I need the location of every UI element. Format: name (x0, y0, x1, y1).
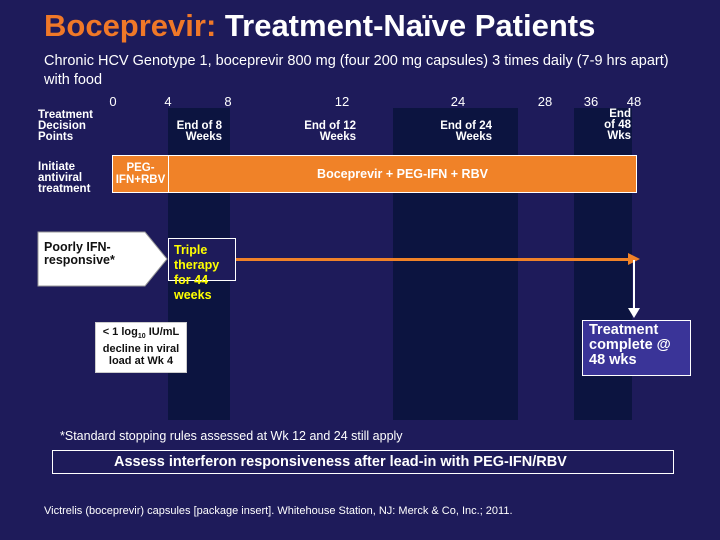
decline-criterion-box: < 1 log10 IU/mL decline in viral load at… (95, 322, 187, 373)
lead-in-bar: PEG-IFN+RBV (112, 155, 169, 193)
treatment-complete-box: Treatment complete @ 48 wks (582, 320, 691, 376)
tick-week-8: 8 (224, 94, 232, 109)
tick-week-36: 36 (583, 94, 599, 109)
poorly-responsive-label: Poorly IFN-responsive* (44, 240, 115, 267)
decline-prefix: < 1 log (102, 326, 138, 338)
decision-week-48: End of 48 Wks (604, 108, 631, 142)
tick-week-0: 0 (109, 94, 117, 109)
poorly-responsive-pentagon (37, 231, 168, 287)
arrow-shaft (236, 258, 630, 261)
page-title: Boceprevir: Treatment-Naïve Patients (44, 8, 595, 44)
tick-week-24: 24 (450, 94, 466, 109)
title-rest: Treatment-Naïve Patients (216, 8, 596, 43)
tick-week-48: 48 (626, 94, 642, 109)
triple-therapy-label: Triple therapy for 44 weeks (168, 238, 236, 302)
decline-suffix: IU/mL decline in viral load at Wk 4 (102, 326, 180, 368)
drop-arrow-shaft (633, 260, 635, 310)
decline-subscript: 10 (137, 333, 146, 341)
decision-week-8: End of 8 Weeks (176, 120, 222, 143)
subtitle: Chronic HCV Genotype 1, boceprevir 800 m… (44, 53, 669, 88)
arrow-right-icon (628, 253, 640, 265)
decision-week-12: End of 12 Weeks (304, 120, 356, 143)
assessment-banner: Assess interferon responsiveness after l… (52, 450, 674, 474)
row-label-initiate: Initiate antiviral treatment (38, 161, 91, 195)
arrow-down-icon (628, 308, 640, 318)
row-label-decision-points: Treatment Decision Points (38, 109, 93, 143)
tick-week-4: 4 (164, 94, 172, 109)
footnote: *Standard stopping rules assessed at Wk … (60, 429, 403, 443)
triple-therapy-bar: Boceprevir + PEG-IFN + RBV (168, 155, 637, 193)
tick-week-28: 28 (537, 94, 553, 109)
decision-week-24: End of 24 Weeks (440, 120, 492, 143)
tick-week-12: 12 (334, 94, 350, 109)
title-accent: Boceprevir: (44, 8, 217, 43)
reference-citation: Victrelis (boceprevir) capsules [package… (44, 505, 513, 517)
